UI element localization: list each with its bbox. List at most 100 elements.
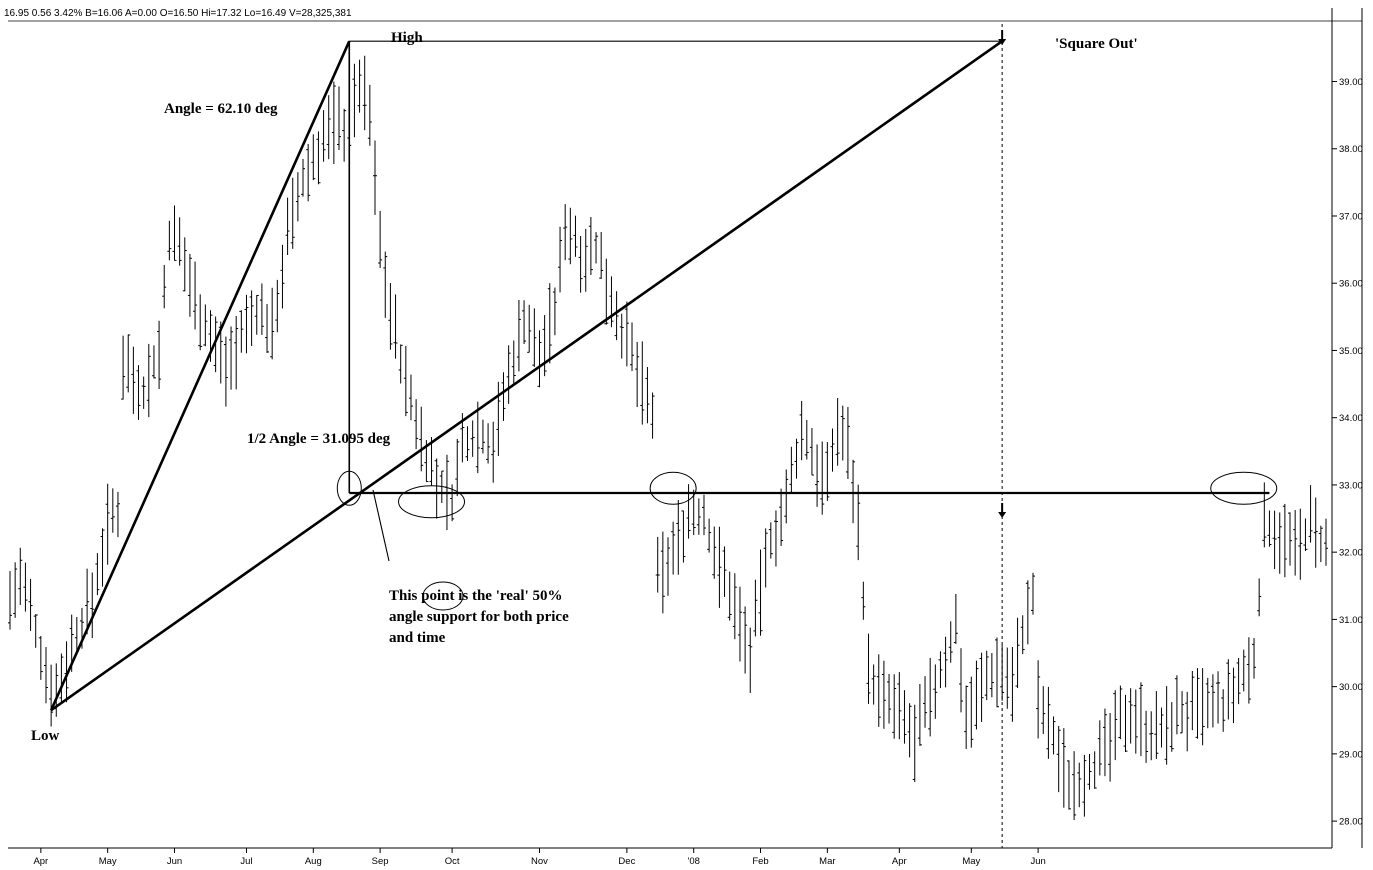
aug-support-circle	[398, 485, 466, 519]
price-bar	[532, 308, 537, 367]
price-bar	[727, 571, 732, 621]
price-bar	[43, 647, 48, 704]
price-bar	[1277, 512, 1282, 574]
price-bar	[547, 283, 552, 364]
time-axis-ticks: Apr May Jun Jul Aug Sep Oct Nov Dec '08 Feb Mar Apr M…	[33, 848, 1046, 867]
price-bar	[1195, 668, 1200, 739]
price-bar	[33, 614, 38, 648]
price-bar	[568, 207, 573, 265]
price-bars	[8, 55, 1328, 821]
price-bar	[737, 586, 742, 662]
price-bar	[1128, 688, 1133, 744]
price-bar	[1231, 667, 1236, 724]
time-tick-label: May	[99, 856, 117, 867]
price-bar	[115, 491, 120, 538]
price-bar	[131, 346, 136, 414]
time-tick-label: Apr	[33, 856, 48, 867]
price-bar	[501, 372, 506, 421]
note-line-1: This point is the 'real' 50%	[389, 588, 563, 604]
price-bar	[619, 313, 624, 359]
price-bar	[393, 294, 398, 359]
price-bar	[254, 294, 259, 335]
price-bar	[239, 310, 244, 353]
price-bar	[331, 81, 336, 164]
price-bar	[223, 336, 228, 407]
price-tick-label: 31.00	[1339, 615, 1363, 626]
time-tick-label: Jul	[240, 856, 252, 867]
price-bar	[1257, 578, 1262, 617]
price-bar	[984, 650, 989, 701]
price-bar	[1241, 649, 1246, 692]
price-bar	[1118, 685, 1123, 740]
price-bar	[835, 397, 840, 466]
pointer-line	[372, 489, 390, 562]
angle-62-line	[49, 40, 351, 711]
price-bar	[13, 562, 18, 618]
price-bar	[429, 437, 434, 486]
price-bar	[1030, 572, 1035, 615]
price-bar	[434, 458, 439, 519]
time-tick-label: May	[962, 856, 980, 867]
price-bar	[1216, 671, 1221, 724]
price-bar	[578, 236, 583, 293]
price-bar	[275, 279, 280, 333]
price-bar	[624, 301, 629, 367]
price-bar	[1318, 525, 1323, 563]
price-bar	[974, 660, 979, 730]
price-bar	[630, 322, 635, 372]
price-bar	[151, 345, 156, 379]
price-bar	[90, 572, 95, 639]
price-bar	[475, 401, 480, 474]
price-bar	[38, 635, 43, 680]
price-bar	[1072, 751, 1077, 821]
price-bar	[23, 562, 28, 612]
price-bar	[830, 428, 835, 472]
price-bar	[136, 365, 141, 420]
price-bar	[671, 521, 676, 575]
price-bar	[491, 421, 496, 483]
price-bar	[121, 335, 126, 400]
price-bar	[866, 633, 871, 704]
price-tick-label: 32.00	[1339, 548, 1363, 559]
price-bar	[352, 63, 357, 138]
price-bar	[506, 345, 511, 404]
arrow-down-icon	[998, 503, 1007, 518]
price-bar	[295, 172, 300, 222]
price-bar	[809, 428, 814, 476]
price-bar	[244, 294, 249, 354]
price-bar	[110, 488, 115, 533]
price-bar	[681, 510, 686, 563]
price-bar	[49, 664, 54, 727]
price-bar	[290, 177, 295, 249]
price-bar	[995, 637, 999, 708]
price-bar	[753, 579, 758, 637]
price-bar	[660, 531, 665, 614]
price-bar	[1025, 580, 1030, 645]
price-bar	[1061, 728, 1066, 808]
price-bar	[1046, 686, 1051, 759]
price-bar	[1282, 503, 1287, 578]
price-bar	[825, 442, 830, 501]
price-bar	[229, 326, 234, 390]
price-bar	[881, 660, 886, 729]
price-bar	[193, 261, 198, 330]
price-bar	[609, 276, 614, 328]
price-bar	[640, 341, 645, 425]
price-bar	[1313, 497, 1318, 568]
price-tick-label: 35.00	[1339, 346, 1363, 357]
time-tick-label: Dec	[618, 856, 635, 867]
price-bar	[573, 215, 578, 257]
price-bar	[871, 664, 876, 705]
price-axis-ticks: 28.00 29.00 30.00 31.00 32.00 33.00 34.00 35.00…	[1332, 77, 1363, 828]
price-bar	[861, 581, 866, 620]
price-bar	[1288, 512, 1293, 566]
price-bar	[1293, 510, 1298, 576]
price-bar	[1200, 668, 1205, 746]
price-bar	[362, 55, 367, 131]
price-bar	[588, 216, 593, 276]
price-bar	[388, 283, 393, 350]
price-bar	[959, 648, 964, 713]
price-bar	[840, 405, 845, 461]
time-tick-label: Sep	[372, 856, 389, 867]
price-bar	[141, 376, 146, 409]
